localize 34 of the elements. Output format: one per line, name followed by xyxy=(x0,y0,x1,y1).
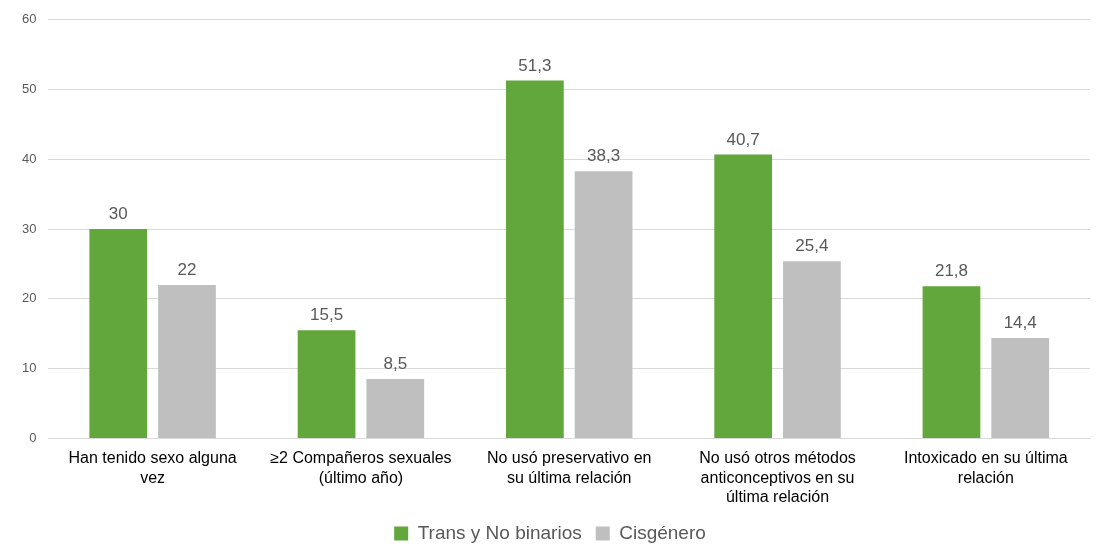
bar xyxy=(158,284,216,438)
y-tick-label: 30 xyxy=(21,220,37,236)
data-label: 25,4 xyxy=(795,236,829,256)
x-tick-label: No usó otros métodos anticonceptivos en su última relación xyxy=(699,449,856,505)
legend-label: Cisgénero xyxy=(619,521,706,543)
legend-label: Trans y No binarios xyxy=(417,521,582,543)
data-label: 14,4 xyxy=(1003,313,1037,333)
y-tick-label: 60 xyxy=(21,11,37,27)
bar xyxy=(505,80,564,438)
data-label: 51,3 xyxy=(518,55,552,75)
data-label: 38,3 xyxy=(587,146,621,166)
y-tick-label: 0 xyxy=(29,429,37,445)
data-label: 30 xyxy=(108,204,128,224)
data-label: 15,5 xyxy=(310,305,344,325)
x-tick-label: Han tenido sexo alguna vez xyxy=(68,449,237,486)
y-tick-label: 20 xyxy=(21,290,37,306)
bar xyxy=(991,337,1050,438)
bar xyxy=(922,286,981,438)
bar xyxy=(89,229,148,438)
data-label: 22 xyxy=(177,260,197,280)
bar xyxy=(366,379,425,438)
data-label: 40,7 xyxy=(726,129,760,149)
x-tick-label: Intoxicado en su última relación xyxy=(904,449,1068,486)
x-tick-label: No usó preservativo en su última relación xyxy=(486,449,652,486)
y-tick-label: 10 xyxy=(21,360,37,376)
data-label: 21,8 xyxy=(934,261,969,281)
bar xyxy=(297,330,356,438)
x-tick-label: ≥2 Compañeros sexuales (último año) xyxy=(270,449,452,486)
bar xyxy=(783,261,841,438)
data-label: 8,5 xyxy=(383,354,408,374)
bar xyxy=(574,171,633,438)
y-tick-label: 50 xyxy=(21,81,37,97)
bar xyxy=(714,154,773,438)
y-tick-label: 40 xyxy=(21,150,37,166)
